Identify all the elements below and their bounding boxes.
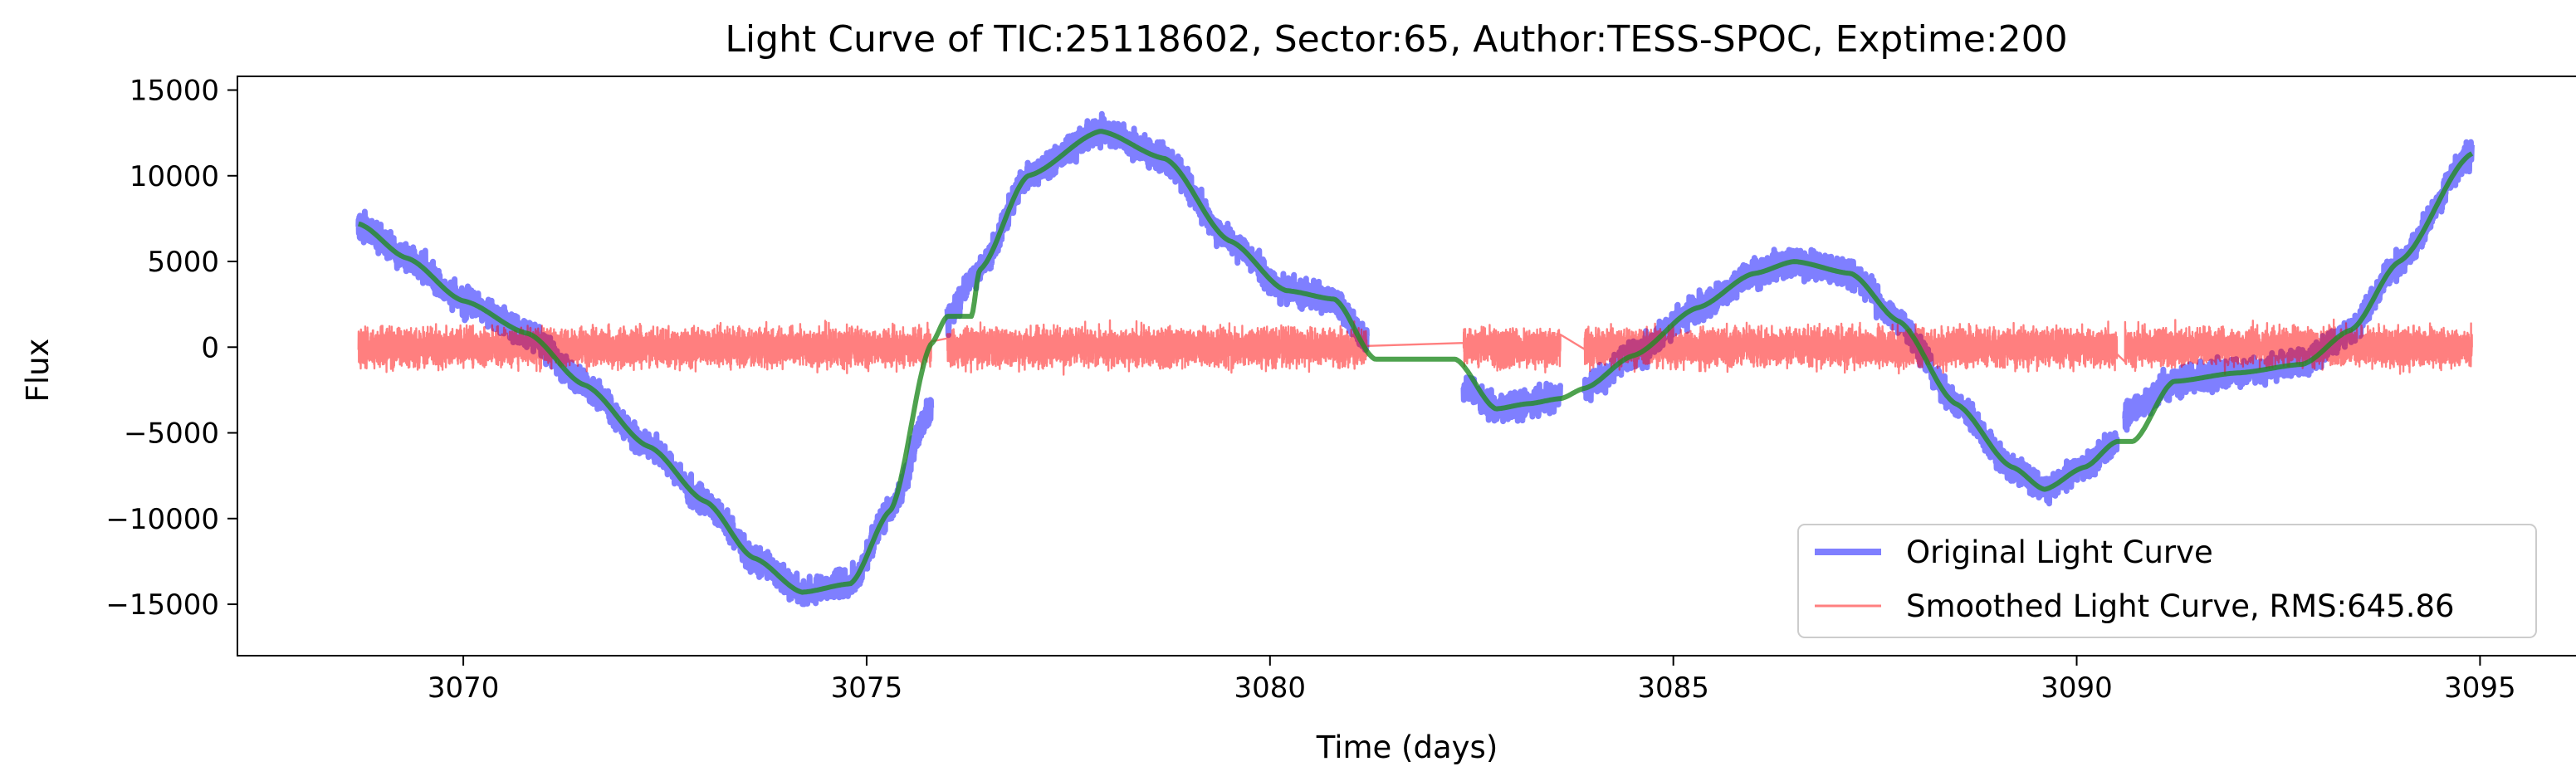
y-tick-label--10000: −10000 — [105, 503, 219, 536]
legend-box — [1797, 524, 2537, 638]
x-tick-label-3085: 3085 — [1637, 671, 1709, 705]
y-tick-label-10000: 10000 — [130, 160, 219, 193]
smoothed-curve-line — [357, 318, 2473, 376]
y-axis-label: Flux — [20, 339, 56, 403]
y-tick-label--15000: −15000 — [105, 588, 219, 622]
x-tick-label-3095: 3095 — [2444, 671, 2516, 705]
legend-label-original: Original Light Curve — [1906, 534, 2213, 570]
chart-title: Light Curve of TIC:25118602, Sector:65, … — [725, 18, 2067, 61]
x-tick-label-3080: 3080 — [1234, 671, 1307, 705]
plot-area — [355, 110, 2476, 608]
x-tick-label-3090: 3090 — [2041, 671, 2113, 705]
x-tick-label-3075: 3075 — [831, 671, 903, 705]
legend-label-smoothed: Smoothed Light Curve, RMS:645.86 — [1906, 588, 2455, 624]
y-tick-label-0: 0 — [201, 331, 219, 364]
x-tick-label-3070: 3070 — [428, 671, 500, 705]
legend: Original Light Curve Smoothed Light Curv… — [1797, 524, 2537, 638]
y-tick-label-15000: 15000 — [130, 75, 219, 108]
x-axis-label: Time (days) — [1316, 730, 1498, 765]
y-tick-label--5000: −5000 — [124, 417, 219, 451]
y-tick-label-5000: 5000 — [147, 246, 219, 279]
trend-line — [357, 129, 2474, 595]
axes: 3070 3075 3080 3085 3090 3095 −15000 −10000 −500… — [105, 75, 2515, 705]
plot-frame — [237, 76, 2576, 657]
